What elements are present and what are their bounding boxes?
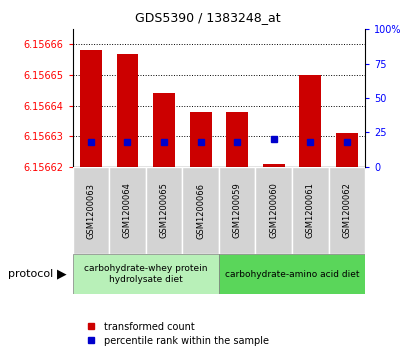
- Text: carbohydrate-amino acid diet: carbohydrate-amino acid diet: [225, 270, 359, 278]
- Text: GDS5390 / 1383248_at: GDS5390 / 1383248_at: [135, 11, 280, 24]
- FancyBboxPatch shape: [73, 254, 219, 294]
- Bar: [226, 112, 248, 167]
- FancyBboxPatch shape: [219, 167, 256, 254]
- Text: protocol: protocol: [8, 269, 54, 279]
- Text: GSM1200064: GSM1200064: [123, 183, 132, 238]
- Bar: [263, 164, 285, 167]
- Legend: transformed count, percentile rank within the sample: transformed count, percentile rank withi…: [83, 318, 273, 350]
- Text: GSM1200065: GSM1200065: [159, 183, 168, 238]
- Text: ▶: ▶: [57, 268, 67, 281]
- FancyBboxPatch shape: [219, 254, 365, 294]
- FancyBboxPatch shape: [182, 167, 219, 254]
- FancyBboxPatch shape: [109, 167, 146, 254]
- FancyBboxPatch shape: [73, 167, 109, 254]
- FancyBboxPatch shape: [329, 167, 365, 254]
- Text: GSM1200060: GSM1200060: [269, 183, 278, 238]
- Bar: [336, 133, 358, 167]
- Bar: [153, 93, 175, 167]
- Text: GSM1200059: GSM1200059: [233, 183, 242, 238]
- Bar: [117, 54, 139, 167]
- Bar: [190, 112, 212, 167]
- Text: GSM1200061: GSM1200061: [306, 183, 315, 238]
- FancyBboxPatch shape: [292, 167, 329, 254]
- Text: GSM1200066: GSM1200066: [196, 183, 205, 238]
- FancyBboxPatch shape: [146, 167, 182, 254]
- Text: carbohydrate-whey protein
hydrolysate diet: carbohydrate-whey protein hydrolysate di…: [84, 264, 208, 284]
- Text: GSM1200063: GSM1200063: [86, 183, 95, 238]
- Text: GSM1200062: GSM1200062: [342, 183, 352, 238]
- Bar: [299, 75, 321, 167]
- Bar: [80, 50, 102, 167]
- FancyBboxPatch shape: [256, 167, 292, 254]
